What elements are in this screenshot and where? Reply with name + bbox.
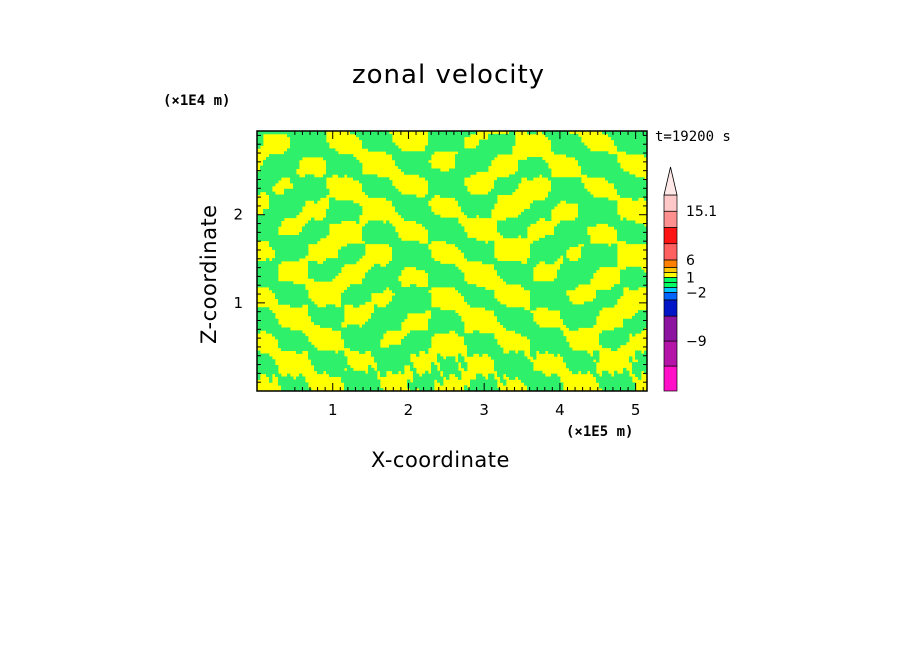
x-tick-label: 3 — [479, 401, 489, 419]
colorbar-segment — [663, 272, 678, 278]
y-tick-label: 1 — [233, 294, 243, 312]
colorbar-segment — [663, 340, 678, 367]
colorbar-segment — [663, 227, 678, 245]
colorbar-label: 15.1 — [686, 204, 717, 220]
y-tick-label: 2 — [233, 206, 243, 224]
colorbar-segment — [663, 277, 678, 283]
x-tick-label: 1 — [328, 401, 338, 419]
colorbar-extension — [663, 166, 678, 196]
colorbar-segment — [663, 315, 678, 342]
colorbar-segment — [663, 210, 678, 228]
colorbar-segment — [663, 365, 678, 392]
colorbar-segment — [663, 243, 678, 261]
colorbar-label: −9 — [686, 334, 707, 350]
colorbar-segment — [663, 194, 678, 212]
colorbar-label: 1 — [686, 270, 695, 286]
x-unit-label: (×1E5 m) — [566, 424, 634, 440]
colorbar-segment — [663, 287, 678, 293]
x-tick-label: 2 — [404, 401, 414, 419]
x-tick-label: 5 — [631, 401, 641, 419]
colorbar-segment — [663, 259, 678, 268]
negative-velocity-region — [257, 131, 647, 391]
plot-frame — [256, 130, 648, 392]
time-label: t=19200 s — [655, 129, 731, 145]
colorbar-label: −2 — [686, 285, 707, 301]
colorbar-segment — [663, 267, 678, 273]
axis-ticks: 1 2 3 4 5 1 2 — [233, 131, 647, 419]
colorbar: 15.1 61−2 −9 — [663, 166, 717, 392]
velocity-field — [257, 131, 647, 391]
colorbar-segment — [663, 292, 678, 301]
colorbar-label: 6 — [686, 253, 695, 269]
colorbar-segment — [663, 282, 678, 288]
colorbar-segment — [663, 299, 678, 317]
x-tick-label: 4 — [555, 401, 565, 419]
x-axis-label: X-coordinate — [371, 448, 510, 472]
chart-title: zonal velocity — [352, 60, 546, 90]
z-unit-label: (×1E4 m) — [163, 93, 231, 109]
